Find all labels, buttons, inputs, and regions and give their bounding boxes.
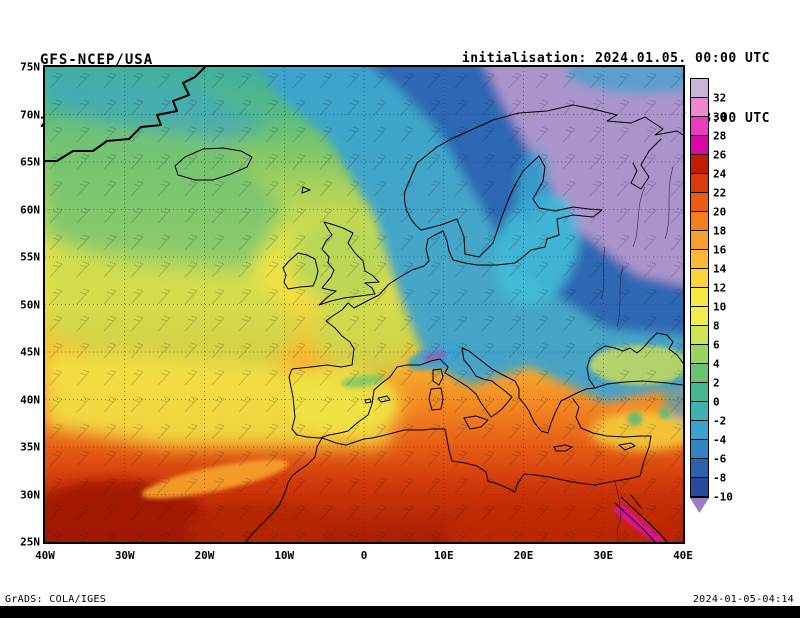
lat-axis-label: 45N bbox=[20, 345, 40, 359]
lon-axis-label: 40W bbox=[35, 549, 55, 562]
lon-axis-label: 10W bbox=[274, 549, 295, 562]
legend-color-step bbox=[691, 193, 708, 212]
lon-axis-label: 30W bbox=[114, 549, 135, 562]
lon-axis-label: 0 bbox=[360, 549, 368, 562]
coastlines bbox=[45, 67, 683, 542]
coast-ireland bbox=[282, 252, 319, 290]
legend-value-label: 10 bbox=[713, 300, 727, 314]
legend-color-step bbox=[691, 402, 708, 421]
coast-white-sea bbox=[630, 138, 662, 190]
lon-axis-label: 20W bbox=[194, 549, 215, 562]
grads-credit: GrADS: COLA/IGES bbox=[5, 594, 107, 605]
wind-barbs-overlay bbox=[45, 67, 683, 542]
legend-color-step bbox=[691, 383, 708, 402]
lat-axis-label: 65N bbox=[20, 155, 40, 169]
colorbar-segments bbox=[690, 78, 709, 498]
legend-value-label: 4 bbox=[713, 357, 720, 371]
coast-britain bbox=[318, 221, 380, 306]
legend-color-step bbox=[691, 174, 708, 193]
coast-faroe bbox=[301, 186, 311, 194]
lon-axis-label: 40E bbox=[673, 549, 693, 562]
lon-axis-label: 20E bbox=[513, 549, 534, 562]
coast-iceland bbox=[174, 147, 253, 181]
legend-color-step bbox=[691, 250, 708, 269]
coast-crete bbox=[553, 444, 573, 452]
legend-value-label: -6 bbox=[713, 452, 727, 466]
temperature-map-svg bbox=[45, 67, 683, 542]
legend-color-step bbox=[691, 136, 708, 155]
temperature-colorbar bbox=[690, 78, 709, 513]
model-name: GFS-NCEP/USA bbox=[40, 52, 154, 68]
legend-color-step bbox=[691, 231, 708, 250]
legend-value-label: -4 bbox=[713, 433, 727, 447]
legend-value-label: 28 bbox=[713, 129, 727, 143]
legend-value-label: 32 bbox=[713, 91, 727, 105]
coast-mainland-europe bbox=[288, 155, 683, 439]
lat-axis-label: 50N bbox=[20, 298, 40, 311]
generation-timestamp: 2024-01-05-04:14 bbox=[692, 594, 794, 605]
legend-value-label: 0 bbox=[713, 395, 720, 409]
legend-value-label: 30 bbox=[713, 110, 727, 124]
lat-axis-label: 60N bbox=[20, 203, 40, 216]
lat-axis-label: 25N bbox=[20, 535, 40, 549]
legend-color-step bbox=[691, 307, 708, 326]
legend-color-step bbox=[691, 79, 708, 98]
coast-balearics bbox=[364, 395, 391, 404]
coast-greenland bbox=[45, 67, 206, 162]
legend-value-label: 12 bbox=[713, 281, 727, 295]
lat-axis-label: 30N bbox=[20, 488, 40, 501]
coast-cyprus bbox=[618, 442, 636, 451]
legend-color-step bbox=[691, 98, 708, 117]
legend-color-step bbox=[691, 117, 708, 136]
legend-color-step bbox=[691, 345, 708, 364]
legend-color-step bbox=[691, 326, 708, 345]
legend-color-step bbox=[691, 288, 708, 307]
initialisation-time: initialisation: 2024.01.05. 00:00 UTC bbox=[461, 51, 770, 66]
lat-axis-label: 75N bbox=[20, 60, 40, 74]
bottom-black-bar bbox=[0, 606, 800, 618]
lat-axis-label: 35N bbox=[20, 440, 40, 454]
legend-value-label: 8 bbox=[713, 319, 720, 333]
legend-color-step bbox=[691, 364, 708, 383]
legend-value-label: 6 bbox=[713, 338, 720, 352]
legend-value-label: 14 bbox=[713, 262, 727, 276]
coast-sardinia bbox=[428, 387, 444, 411]
legend-color-step bbox=[691, 440, 708, 459]
legend-value-label: 22 bbox=[713, 186, 727, 200]
legend-color-step bbox=[691, 212, 708, 231]
legend-value-label: 16 bbox=[713, 243, 727, 257]
coast-aegean-turkey bbox=[572, 398, 582, 429]
legend-color-step bbox=[691, 155, 708, 174]
legend-color-step bbox=[691, 421, 708, 440]
legend-color-step bbox=[690, 498, 709, 513]
legend-color-step bbox=[691, 478, 708, 497]
lat-axis-label: 55N bbox=[20, 250, 40, 264]
lon-axis-label: 30E bbox=[593, 549, 614, 562]
coast-norway-north bbox=[404, 104, 683, 231]
legend-value-label: 20 bbox=[713, 205, 727, 219]
coast-corsica bbox=[432, 368, 444, 386]
lon-axis-label: 10E bbox=[433, 549, 454, 562]
lat-axis-label: 70N bbox=[20, 108, 40, 121]
coast-levant-africa bbox=[245, 427, 652, 542]
legend-value-label: -10 bbox=[713, 490, 733, 504]
lat-axis-label: 40N bbox=[20, 393, 40, 406]
coast-red-sea bbox=[614, 494, 668, 542]
coast-black-sea bbox=[586, 332, 683, 389]
legend-color-step bbox=[691, 269, 708, 288]
legend-color-step bbox=[691, 459, 708, 478]
legend-value-label: 18 bbox=[713, 224, 727, 238]
coast-sicily bbox=[463, 415, 489, 430]
temperature-map bbox=[45, 67, 683, 542]
legend-value-label: 24 bbox=[713, 167, 727, 181]
legend-value-label: 26 bbox=[713, 148, 727, 162]
legend-value-label: 2 bbox=[713, 376, 720, 390]
legend-value-label: -2 bbox=[713, 414, 727, 428]
rivers bbox=[600, 166, 674, 542]
legend-value-label: -8 bbox=[713, 471, 727, 485]
